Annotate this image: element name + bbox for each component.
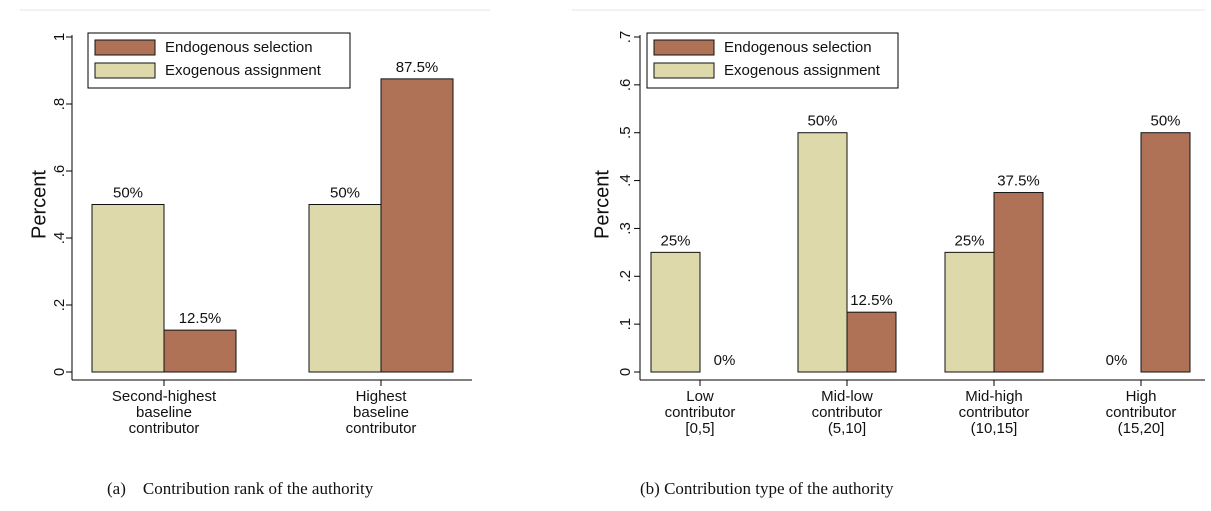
- legend-swatch: [94, 62, 156, 79]
- x-tick-label: baseline: [136, 404, 192, 421]
- x-tick-label: (5,10]: [828, 420, 866, 437]
- x-tick-label: contributor: [812, 404, 883, 421]
- bar: [308, 204, 382, 373]
- value-label: 0%: [1106, 352, 1128, 369]
- caption: (b) Contribution type of the authority: [640, 479, 894, 498]
- value-label: 12.5%: [850, 292, 893, 309]
- y-tick-label: .5: [617, 126, 634, 139]
- legend-swatch: [653, 39, 715, 56]
- y-tick-label: .3: [617, 222, 634, 235]
- y-tick-label: .4: [51, 232, 68, 245]
- bar: [163, 329, 237, 373]
- bar: [1140, 132, 1191, 373]
- bar: [797, 132, 848, 373]
- value-label: 25%: [954, 232, 984, 249]
- value-label: 0%: [714, 352, 736, 369]
- y-tick-label: .2: [617, 270, 634, 283]
- y-axis-title: Percent: [591, 170, 613, 239]
- value-label: 50%: [1150, 113, 1180, 130]
- bar: [91, 204, 165, 373]
- y-axis-title: Percent: [28, 170, 50, 239]
- value-label: 50%: [330, 184, 360, 201]
- x-tick-label: [0,5]: [685, 420, 714, 437]
- x-tick-label: contributor: [665, 404, 736, 421]
- y-tick-label: .4: [617, 174, 634, 187]
- bar: [650, 251, 701, 373]
- y-tick-label: .2: [51, 299, 68, 312]
- x-tick-label: contributor: [129, 420, 200, 437]
- y-tick-label: .6: [617, 79, 634, 92]
- legend-label: Endogenous selection: [724, 39, 872, 56]
- legend-label: Endogenous selection: [165, 39, 313, 56]
- x-tick-label: contributor: [1106, 404, 1177, 421]
- x-tick-label: Mid-high: [965, 388, 1023, 405]
- value-label: 37.5%: [997, 173, 1040, 190]
- x-tick-label: (15,20]: [1118, 420, 1165, 437]
- bar: [380, 78, 454, 373]
- y-tick-label: .8: [51, 98, 68, 111]
- x-tick-label: Second-highest: [112, 388, 217, 405]
- legend-swatch: [653, 62, 715, 79]
- value-label: 87.5%: [396, 59, 439, 76]
- value-label: 50%: [807, 113, 837, 130]
- legend-label: Exogenous assignment: [165, 62, 322, 79]
- y-tick-label: .1: [617, 318, 634, 331]
- x-tick-label: High: [1126, 388, 1157, 405]
- legend-swatch: [94, 39, 156, 56]
- bar: [993, 192, 1044, 373]
- x-tick-label: contributor: [959, 404, 1030, 421]
- bar: [944, 251, 995, 373]
- y-tick-label: 0: [51, 368, 68, 376]
- y-tick-label: 0: [617, 368, 634, 376]
- x-tick-label: Mid-low: [821, 388, 873, 405]
- value-label: 50%: [113, 184, 143, 201]
- value-label: 12.5%: [179, 310, 222, 327]
- x-tick-label: Low: [686, 388, 714, 405]
- value-label: 25%: [660, 232, 690, 249]
- bar: [846, 311, 897, 373]
- y-tick-label: 1: [51, 33, 68, 41]
- x-tick-label: contributor: [346, 420, 417, 437]
- legend-label: Exogenous assignment: [724, 62, 881, 79]
- y-tick-label: .7: [617, 31, 634, 44]
- x-tick-label: baseline: [353, 404, 409, 421]
- caption: (a) Contribution rank of the authority: [107, 479, 374, 498]
- x-tick-label: (10,15]: [971, 420, 1018, 437]
- x-tick-label: Highest: [356, 388, 408, 405]
- y-tick-label: .6: [51, 165, 68, 178]
